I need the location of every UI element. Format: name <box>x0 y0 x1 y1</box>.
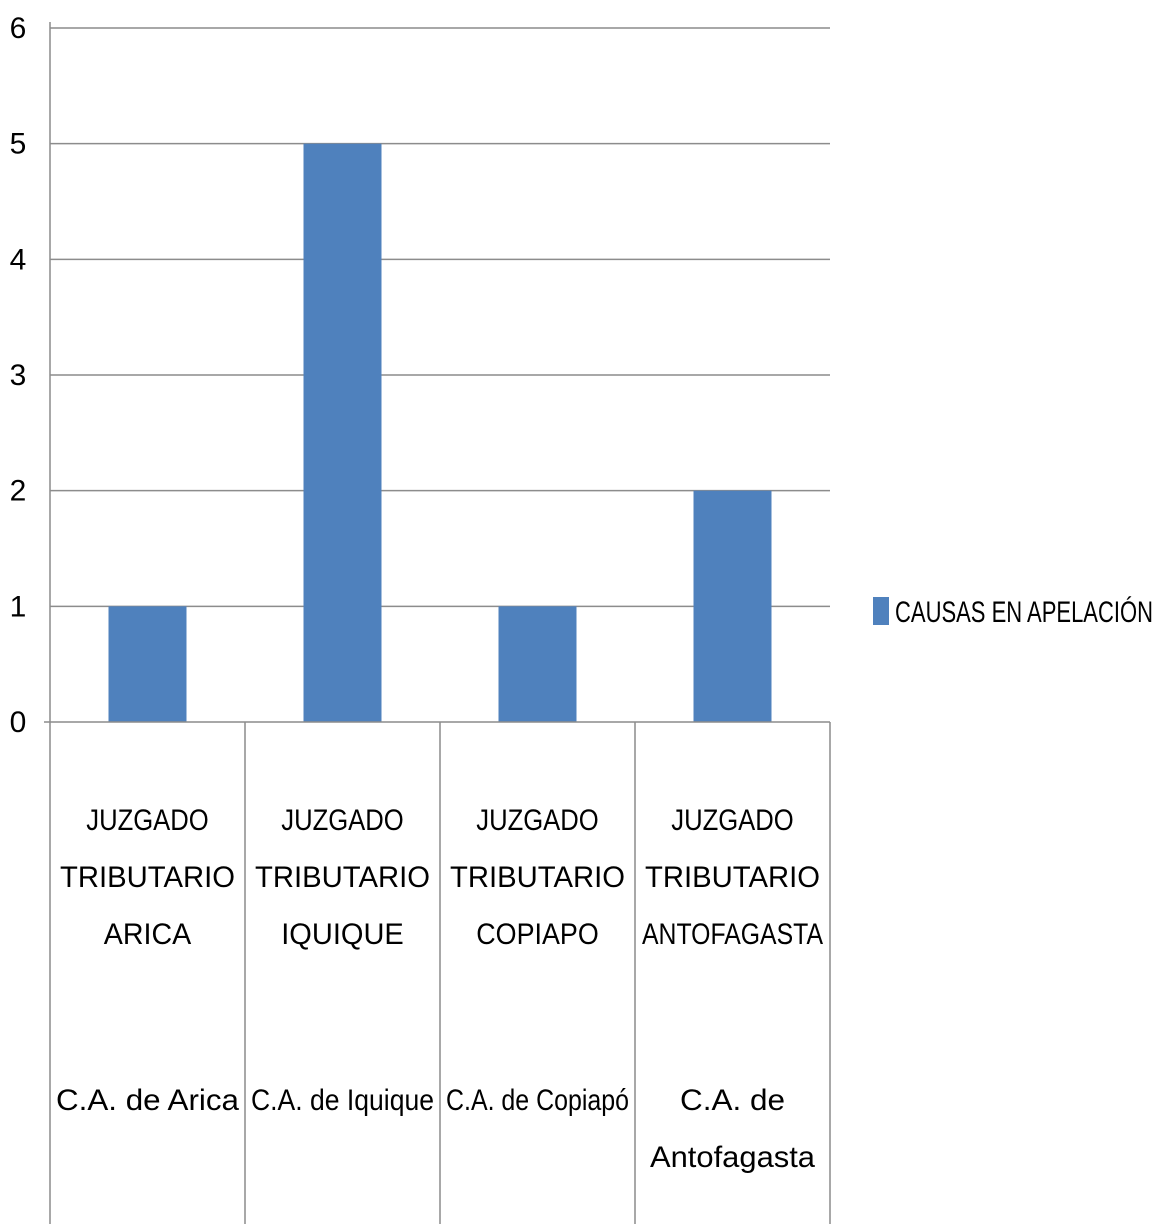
y-tick-label: 3 <box>10 359 27 392</box>
legend-label: CAUSAS EN APELACIÓN <box>895 596 1153 629</box>
y-tick-label: 0 <box>10 706 27 739</box>
x-subcategory-label: C.A. de <box>680 1084 785 1117</box>
x-tick-label: JUZGADO <box>281 804 404 837</box>
x-tick-label: JUZGADO <box>671 804 794 837</box>
x-tick-label: TRIBUTARIO <box>450 861 625 894</box>
bar <box>108 606 187 722</box>
y-tick-label: 5 <box>10 128 27 161</box>
bar <box>693 490 772 722</box>
x-tick-label: JUZGADO <box>86 804 209 837</box>
y-tick-label: 1 <box>10 590 27 623</box>
x-tick-label: TRIBUTARIO <box>255 861 430 894</box>
bar <box>498 606 577 722</box>
x-tick-label: ANTOFAGASTA <box>642 918 823 951</box>
x-tick-label: JUZGADO <box>476 804 599 837</box>
y-tick-label: 4 <box>10 243 27 276</box>
bar <box>303 143 382 722</box>
x-tick-label: COPIAPO <box>476 918 599 951</box>
axes <box>44 22 831 1224</box>
legend: CAUSAS EN APELACIÓN <box>873 596 1153 629</box>
legend-swatch <box>873 597 889 625</box>
x-tick-label: TRIBUTARIO <box>645 861 820 894</box>
y-tick-labels: 0 1 2 3 4 5 6 <box>10 12 27 739</box>
x-tick-label: IQUIQUE <box>281 918 404 951</box>
bars <box>108 143 772 722</box>
x-tick-labels: JUZGADO TRIBUTARIO ARICA C.A. de Arica JUZGA… <box>56 804 823 1174</box>
x-subcategory-label: Antofagasta <box>650 1141 815 1174</box>
y-tick-label: 6 <box>10 12 27 45</box>
x-tick-label: TRIBUTARIO <box>60 861 235 894</box>
x-tick-label: ARICA <box>104 918 192 951</box>
x-subcategory-label: C.A. de Arica <box>56 1084 239 1117</box>
y-tick-label: 2 <box>10 475 27 508</box>
x-subcategory-label: C.A. de Copiapó <box>446 1084 629 1117</box>
x-subcategory-label: C.A. de Iquique <box>251 1084 434 1117</box>
